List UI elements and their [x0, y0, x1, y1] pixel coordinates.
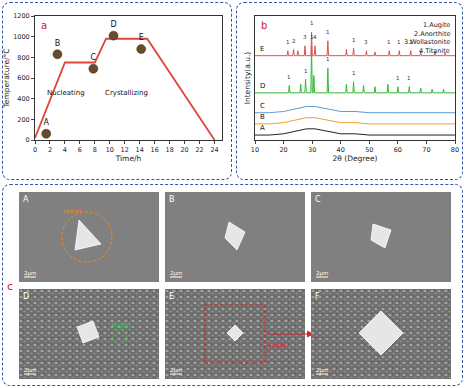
svg-text:1200: 1200	[13, 12, 30, 20]
svg-text:augite: augite	[268, 341, 287, 349]
svg-text:a: a	[41, 20, 47, 31]
svg-text:1: 1	[387, 39, 391, 45]
svg-text:50: 50	[365, 146, 373, 154]
svg-text:800: 800	[17, 54, 29, 62]
svg-text:30: 30	[308, 146, 316, 154]
svg-text:4.Titanite: 4.Titanite	[419, 47, 450, 55]
svg-text:20: 20	[180, 146, 188, 154]
svg-text:70: 70	[422, 146, 430, 154]
svg-text:c: c	[7, 280, 13, 293]
svg-text:10: 10	[251, 146, 259, 154]
svg-text:60: 60	[394, 146, 402, 154]
svg-text:B: B	[169, 195, 175, 204]
svg-text:40: 40	[337, 146, 345, 154]
svg-text:3: 3	[303, 34, 307, 40]
svg-text:D: D	[110, 20, 116, 29]
svg-text:2μm: 2μm	[24, 270, 36, 277]
svg-text:2: 2	[292, 38, 296, 44]
svg-text:E: E	[260, 45, 264, 53]
svg-text:1: 1	[352, 37, 356, 43]
svg-text:0: 0	[26, 136, 30, 144]
svg-text:10: 10	[106, 146, 114, 154]
svg-text:Crystallizing: Crystallizing	[105, 89, 148, 97]
svg-text:C: C	[260, 102, 265, 110]
svg-text:3.Wollastonite: 3.Wollastonite	[404, 38, 450, 46]
svg-text:C: C	[91, 53, 97, 62]
svg-text:Augite: Augite	[111, 321, 131, 329]
svg-text:E: E	[169, 292, 174, 301]
svg-text:2μm: 2μm	[316, 270, 328, 277]
svg-text:4: 4	[63, 146, 67, 154]
svg-text:Temperature/°C: Temperature/°C	[2, 48, 11, 108]
svg-text:12: 12	[121, 146, 129, 154]
svg-text:A: A	[23, 195, 29, 204]
svg-text:18: 18	[165, 146, 173, 154]
svg-text:1: 1	[326, 56, 330, 62]
svg-text:1: 1	[396, 75, 400, 81]
svg-text:1: 1	[352, 70, 356, 76]
svg-text:2.Anorthite: 2.Anorthite	[414, 30, 450, 38]
svg-text:A: A	[43, 118, 49, 127]
svg-text:2μm: 2μm	[170, 270, 182, 277]
svg-text:E: E	[139, 33, 144, 42]
svg-text:1: 1	[310, 20, 314, 26]
svg-text:20: 20	[279, 146, 287, 154]
svg-text:2θ (Degree): 2θ (Degree)	[333, 154, 378, 163]
svg-text:0: 0	[33, 146, 37, 154]
svg-text:400: 400	[17, 95, 29, 103]
svg-text:B: B	[55, 39, 61, 48]
svg-text:C: C	[315, 195, 321, 204]
svg-text:D: D	[23, 292, 29, 301]
svg-text:1: 1	[397, 39, 401, 45]
svg-text:2μm: 2μm	[316, 367, 328, 374]
svg-text:22: 22	[195, 146, 203, 154]
svg-text:14: 14	[136, 146, 144, 154]
svg-text:Time/h: Time/h	[115, 154, 142, 163]
svg-text:2: 2	[48, 146, 52, 154]
svg-text:2μm: 2μm	[24, 367, 36, 374]
svg-text:1: 1	[304, 68, 308, 74]
svg-text:Nucleating: Nucleating	[47, 89, 85, 97]
svg-text:1.Augite: 1.Augite	[423, 21, 450, 29]
svg-text:600: 600	[17, 74, 29, 82]
svg-text:4: 4	[313, 34, 317, 40]
svg-text:24: 24	[210, 146, 218, 154]
svg-text:B: B	[260, 113, 265, 121]
svg-text:A: A	[260, 124, 265, 132]
svg-text:1: 1	[326, 29, 330, 35]
svg-text:200: 200	[17, 116, 29, 124]
svg-text:D: D	[260, 82, 265, 90]
svg-text:2μm: 2μm	[170, 367, 182, 374]
svg-text:16: 16	[151, 146, 159, 154]
svg-text:Intensity(a.u.): Intensity(a.u.)	[243, 52, 252, 105]
svg-text:3: 3	[364, 39, 368, 45]
svg-text:1: 1	[310, 34, 314, 40]
svg-text:1000: 1000	[13, 33, 30, 41]
svg-text:80: 80	[451, 146, 459, 154]
svg-text:1: 1	[286, 39, 290, 45]
svg-text:1: 1	[407, 75, 411, 81]
svg-text:spinel: spinel	[63, 207, 81, 215]
svg-text:F: F	[315, 292, 320, 301]
svg-text:1: 1	[409, 39, 413, 45]
svg-text:6: 6	[78, 146, 82, 154]
svg-text:b: b	[261, 20, 267, 31]
svg-text:8: 8	[93, 146, 97, 154]
svg-text:1: 1	[287, 74, 291, 80]
